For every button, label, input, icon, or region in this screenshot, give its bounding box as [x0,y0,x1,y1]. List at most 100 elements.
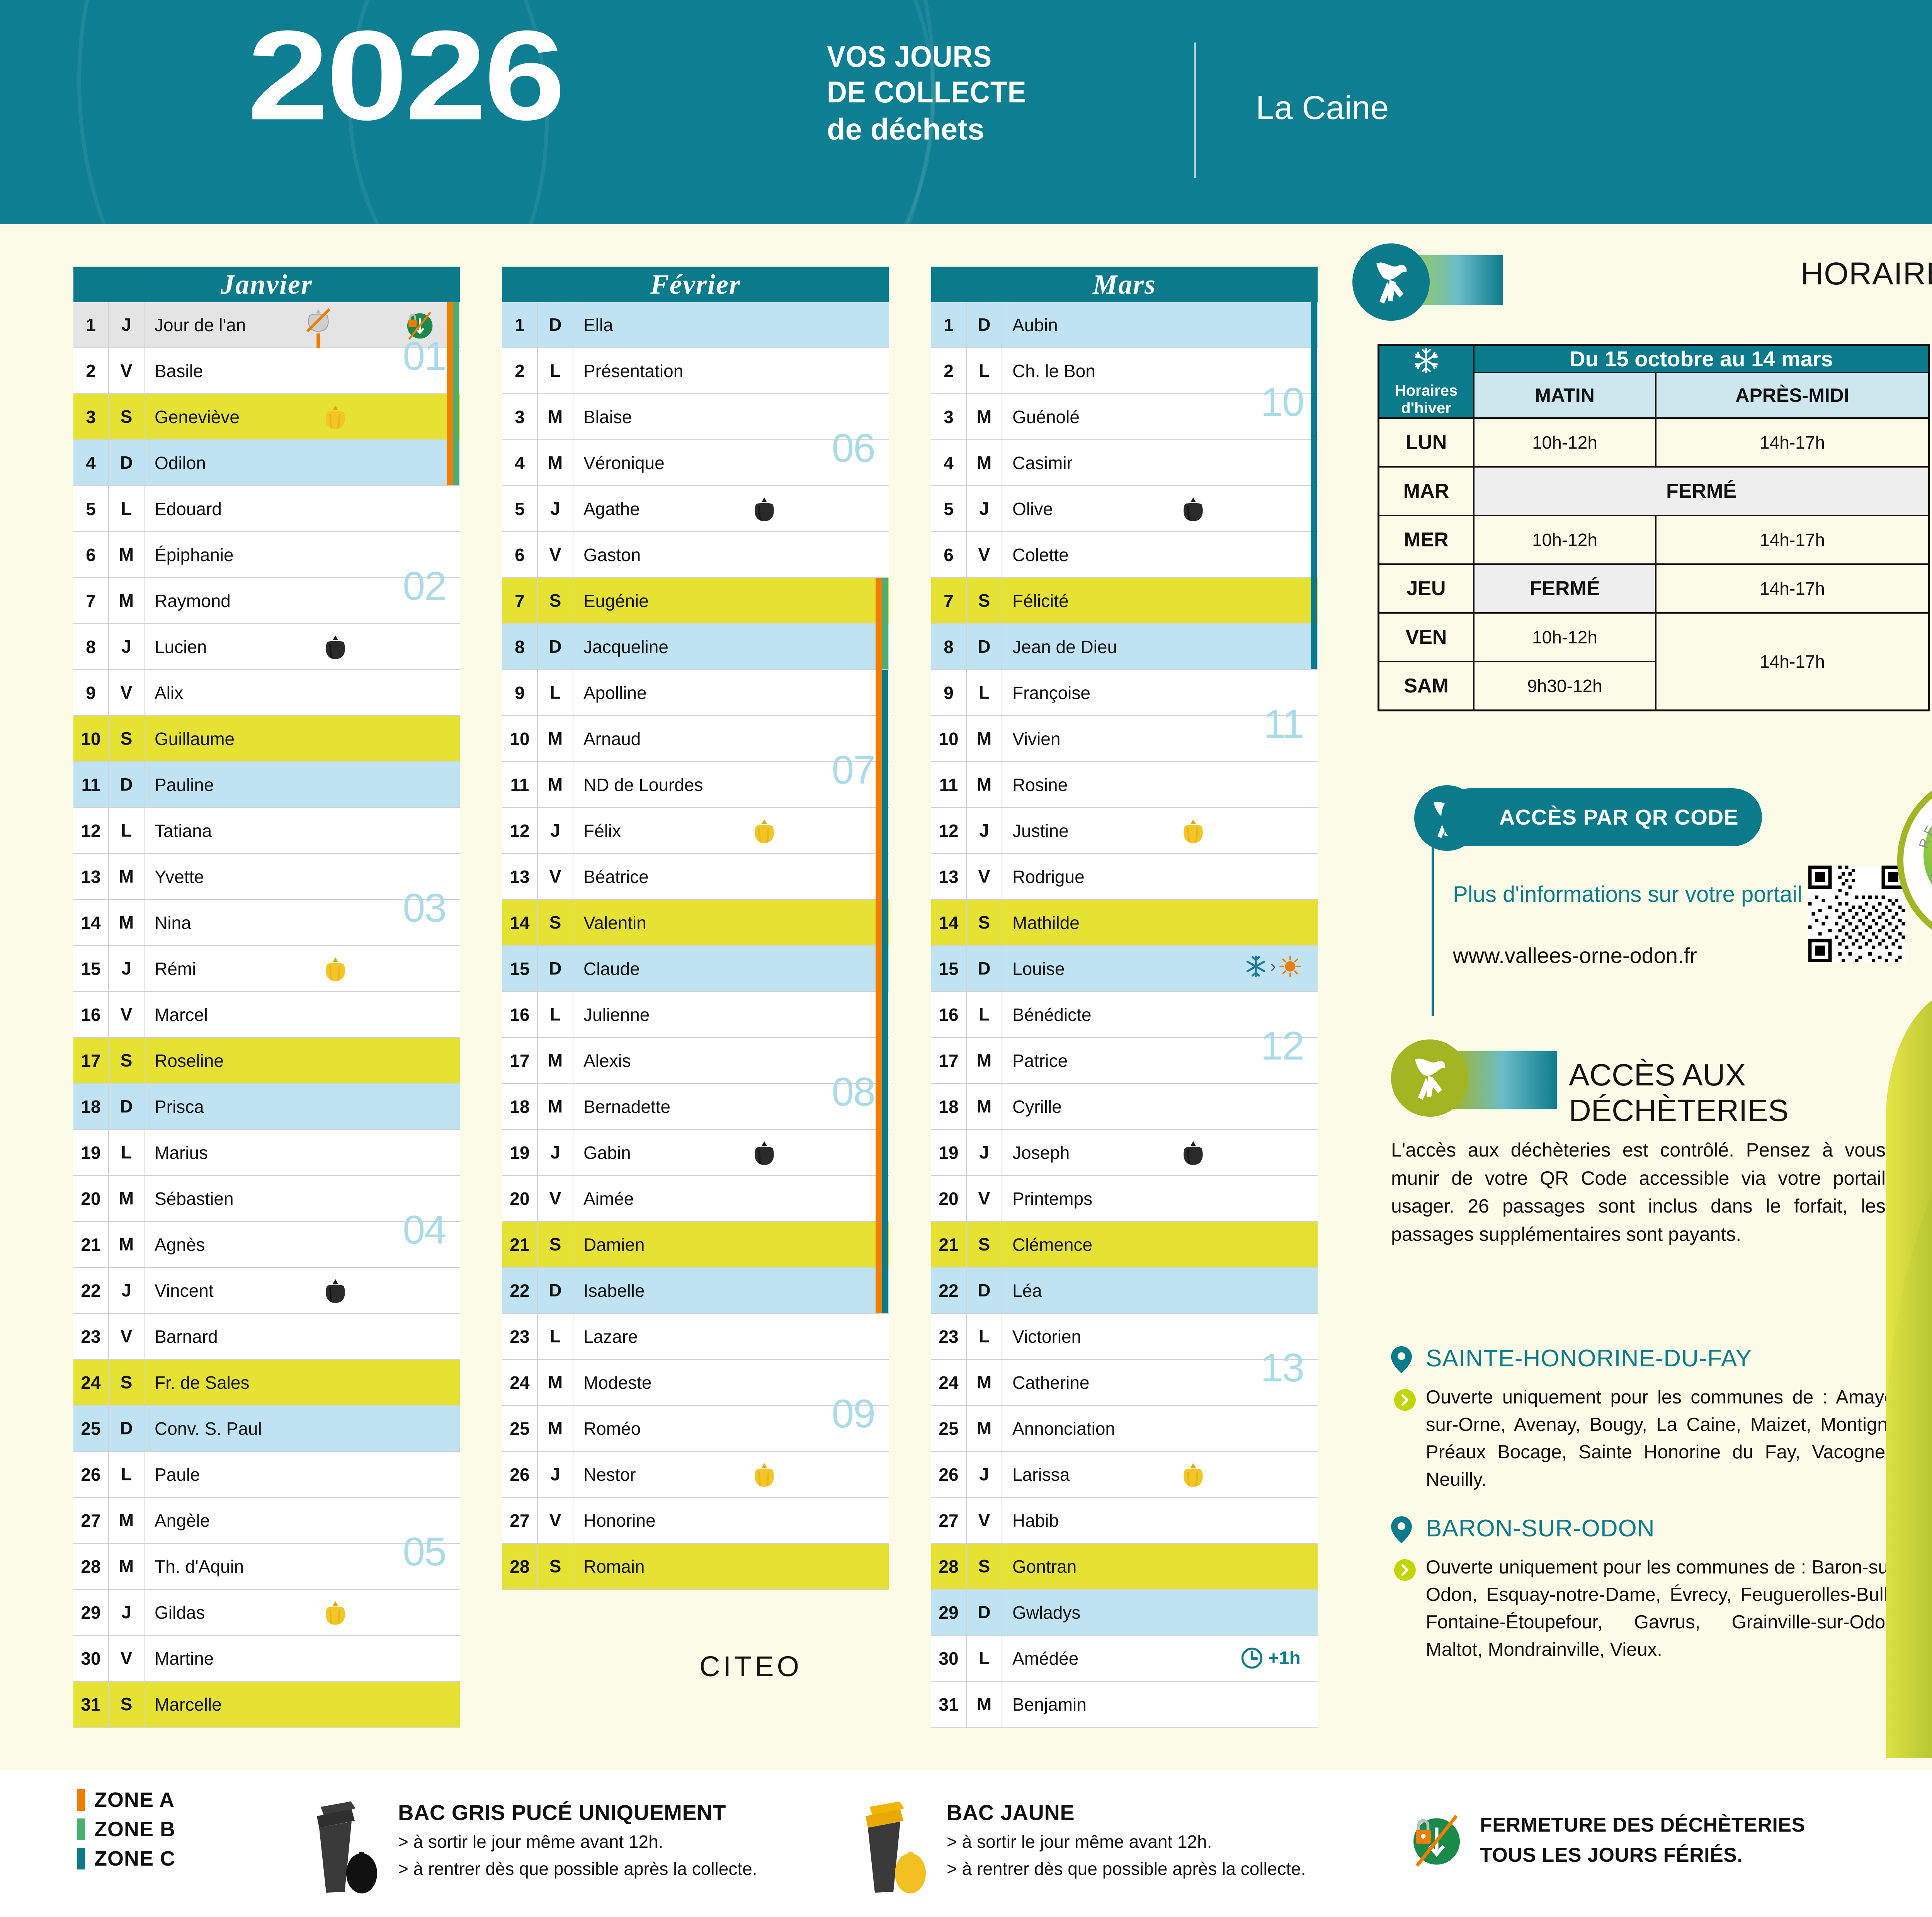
calendar-day-row[interactable]: 16 L Bénédicte [931,992,1318,1038]
calendar-day-row[interactable]: 31 M Benjamin [931,1682,1318,1728]
qr-code-icon[interactable] [1808,866,1905,962]
calendar-day-row[interactable]: 22 D Isabelle [502,1268,889,1314]
calendar-day-row[interactable]: 3 M Guénolé 10 [931,380,1318,440]
calendar-day-row[interactable]: 27 M Angèle [73,1498,460,1544]
calendar-day-row[interactable]: 23 V Barnard [73,1314,460,1360]
calendar-day-row[interactable]: 22 J Vincent [73,1268,460,1314]
calendar-day-row[interactable]: 6 V Colette [931,532,1318,578]
calendar-day-row[interactable]: 14 M Nina 03 [73,886,460,946]
calendar-day-row[interactable]: 10 M Vivien 11 [931,702,1318,762]
calendar-day-row[interactable]: 4 D Odilon [73,440,460,486]
calendar-day-row[interactable]: 19 J Joseph [931,1130,1318,1176]
calendar-day-row[interactable]: 19 J Gabin [502,1130,889,1176]
calendar-day-row[interactable]: 18 D Prisca [73,1084,460,1130]
saint-name: Aubin [1012,315,1058,335]
calendar-day-row[interactable]: 1 J Jour de l'an [73,302,460,362]
calendar-day-row[interactable]: 25 M Roméo 09 [502,1391,889,1452]
calendar-day-row[interactable]: 24 M Catherine 13 [931,1345,1318,1406]
calendar-day-row[interactable]: 18 M Cyrille [931,1084,1318,1130]
calendar-day-row[interactable]: 28 M Th. d'Aquin 05 [73,1529,460,1590]
calendar-day-row[interactable]: 5 J Agathe [502,486,889,532]
calendar-day-row[interactable]: 2 V Basile 01 [73,334,460,394]
day-letter: M [966,716,1002,761]
calendar-day-row[interactable]: 3 M Blaise [502,394,889,440]
calendar-day-row[interactable]: 14 S Mathilde [931,900,1318,946]
calendar-day-row[interactable]: 13 V Béatrice [502,854,889,900]
calendar-day-row[interactable]: 7 S Félicité [931,578,1318,624]
calendar-day-row[interactable]: 16 L Julienne [502,992,889,1038]
calendar-day-row[interactable]: 15 D Louise › [931,946,1318,992]
calendar-day-row[interactable]: 5 L Edouard [73,486,460,532]
saint-name: Bénédicte [1012,1004,1092,1025]
calendar-day-row[interactable]: 26 L Paule [73,1452,460,1498]
calendar-day-row[interactable]: 26 J Larissa [931,1452,1318,1498]
calendar-day-row[interactable]: 10 S Guillaume [73,716,460,762]
sun-icon [1279,956,1301,977]
calendar-day-row[interactable]: 11 M Rosine [931,762,1318,808]
calendar-day-row[interactable]: 8 D Jean de Dieu [931,624,1318,670]
calendar-day-row[interactable]: 2 L Ch. le Bon [931,348,1318,394]
calendar-day-row[interactable]: 26 J Nestor [502,1452,889,1498]
calendar-day-row[interactable]: 27 V Habib [931,1498,1318,1544]
calendar-day-row[interactable]: 11 M ND de Lourdes 07 [502,748,889,808]
calendar-day-row[interactable]: 28 S Gontran [931,1544,1318,1590]
calendar-day-row[interactable]: 17 S Roseline [73,1038,460,1084]
calendar-day-row[interactable]: 24 S Fr. de Sales [73,1360,460,1406]
calendar-day-row[interactable]: 24 M Modeste [502,1360,889,1406]
day-letter: L [108,1130,145,1175]
calendar-day-row[interactable]: 12 J Félix [502,808,889,854]
calendar-day-row[interactable]: 4 M Véronique 06 [502,426,889,486]
calendar-day-row[interactable]: 12 L Tatiana [73,808,460,854]
calendar-day-row[interactable]: 22 D Léa [931,1268,1318,1314]
calendar-day-row[interactable]: 6 M Épiphanie [73,532,460,578]
calendar-day-row[interactable]: 5 J Olive [931,486,1318,532]
calendar-day-row[interactable]: 31 S Marcelle [73,1682,460,1728]
calendar-day-row[interactable]: 27 V Honorine [502,1498,889,1544]
calendar-day-row[interactable]: 20 V Aimée [502,1176,889,1222]
calendar-day-row[interactable]: 13 M Yvette [73,854,460,900]
calendar-day-row[interactable]: 25 M Annonciation [931,1406,1318,1452]
calendar-day-row[interactable]: 1 D Aubin [931,302,1318,348]
qr-url[interactable]: www.vallees-orne-odon.fr [1453,943,1697,968]
calendar-day-row[interactable]: 13 V Rodrigue [931,854,1318,900]
calendar-day-row[interactable]: 11 D Pauline [73,762,460,808]
calendar-day-row[interactable]: 23 L Lazare [502,1314,889,1360]
calendar-day-row[interactable]: 8 J Lucien [73,624,460,670]
calendar-day-row[interactable]: 21 S Damien [502,1222,889,1268]
calendar-day-row[interactable]: 29 J Gildas [73,1590,460,1636]
calendar-day-row[interactable]: 9 V Alix [73,670,460,716]
site-entry: SAINTE-HONORINE-DU-FAY Ouverte uniquemen… [1391,1345,1901,1493]
commune-name: La Caine [1256,89,1389,126]
calendar-day-row[interactable]: 7 S Eugénie [502,578,889,624]
calendar-day-row[interactable]: 17 M Patrice 12 [931,1024,1318,1084]
calendar-day-row[interactable]: 9 L Apolline [502,670,889,716]
page-title-year: 2026 [247,4,566,146]
calendar-day-row[interactable]: 10 M Arnaud [502,716,889,762]
calendar-day-row[interactable]: 23 L Victorien [931,1314,1318,1360]
calendar-day-row[interactable]: 2 L Présentation [502,348,889,394]
calendar-day-row[interactable]: 6 V Gaston [502,532,889,578]
calendar-day-row[interactable]: 14 S Valentin [502,900,889,946]
calendar-day-row[interactable]: 17 M Alexis [502,1038,889,1084]
calendar-day-row[interactable]: 7 M Raymond 02 [73,564,460,624]
calendar-day-row[interactable]: 16 V Marcel [73,992,460,1038]
calendar-day-row[interactable]: 28 S Romain [502,1544,889,1590]
calendar-day-row[interactable]: 25 D Conv. S. Paul [73,1406,460,1452]
calendar-day-row[interactable]: 12 J Justine [931,808,1318,854]
calendar-day-row[interactable]: 21 S Clémence [931,1222,1318,1268]
calendar-day-row[interactable]: 15 J Rémi [73,946,460,992]
calendar-day-row[interactable]: 1 D Ella [502,302,889,348]
calendar-day-row[interactable]: 30 L Amédée +1h [931,1636,1318,1682]
calendar-day-row[interactable]: 21 M Agnès 04 [73,1208,460,1268]
calendar-day-row[interactable]: 9 L Françoise [931,670,1318,716]
calendar-day-row[interactable]: 3 S Geneviève [73,394,460,440]
calendar-day-row[interactable]: 20 V Printemps [931,1176,1318,1222]
calendar-day-row[interactable]: 20 M Sébastien [73,1176,460,1222]
calendar-day-row[interactable]: 8 D Jacqueline [502,624,889,670]
calendar-day-row[interactable]: 29 D Gwladys [931,1590,1318,1636]
calendar-day-row[interactable]: 15 D Claude [502,946,889,992]
calendar-day-row[interactable]: 4 M Casimir [931,440,1318,486]
calendar-day-row[interactable]: 19 L Marius [73,1130,460,1176]
calendar-day-row[interactable]: 18 M Bernadette 08 [502,1070,889,1130]
calendar-day-row[interactable]: 30 V Martine [73,1636,460,1682]
